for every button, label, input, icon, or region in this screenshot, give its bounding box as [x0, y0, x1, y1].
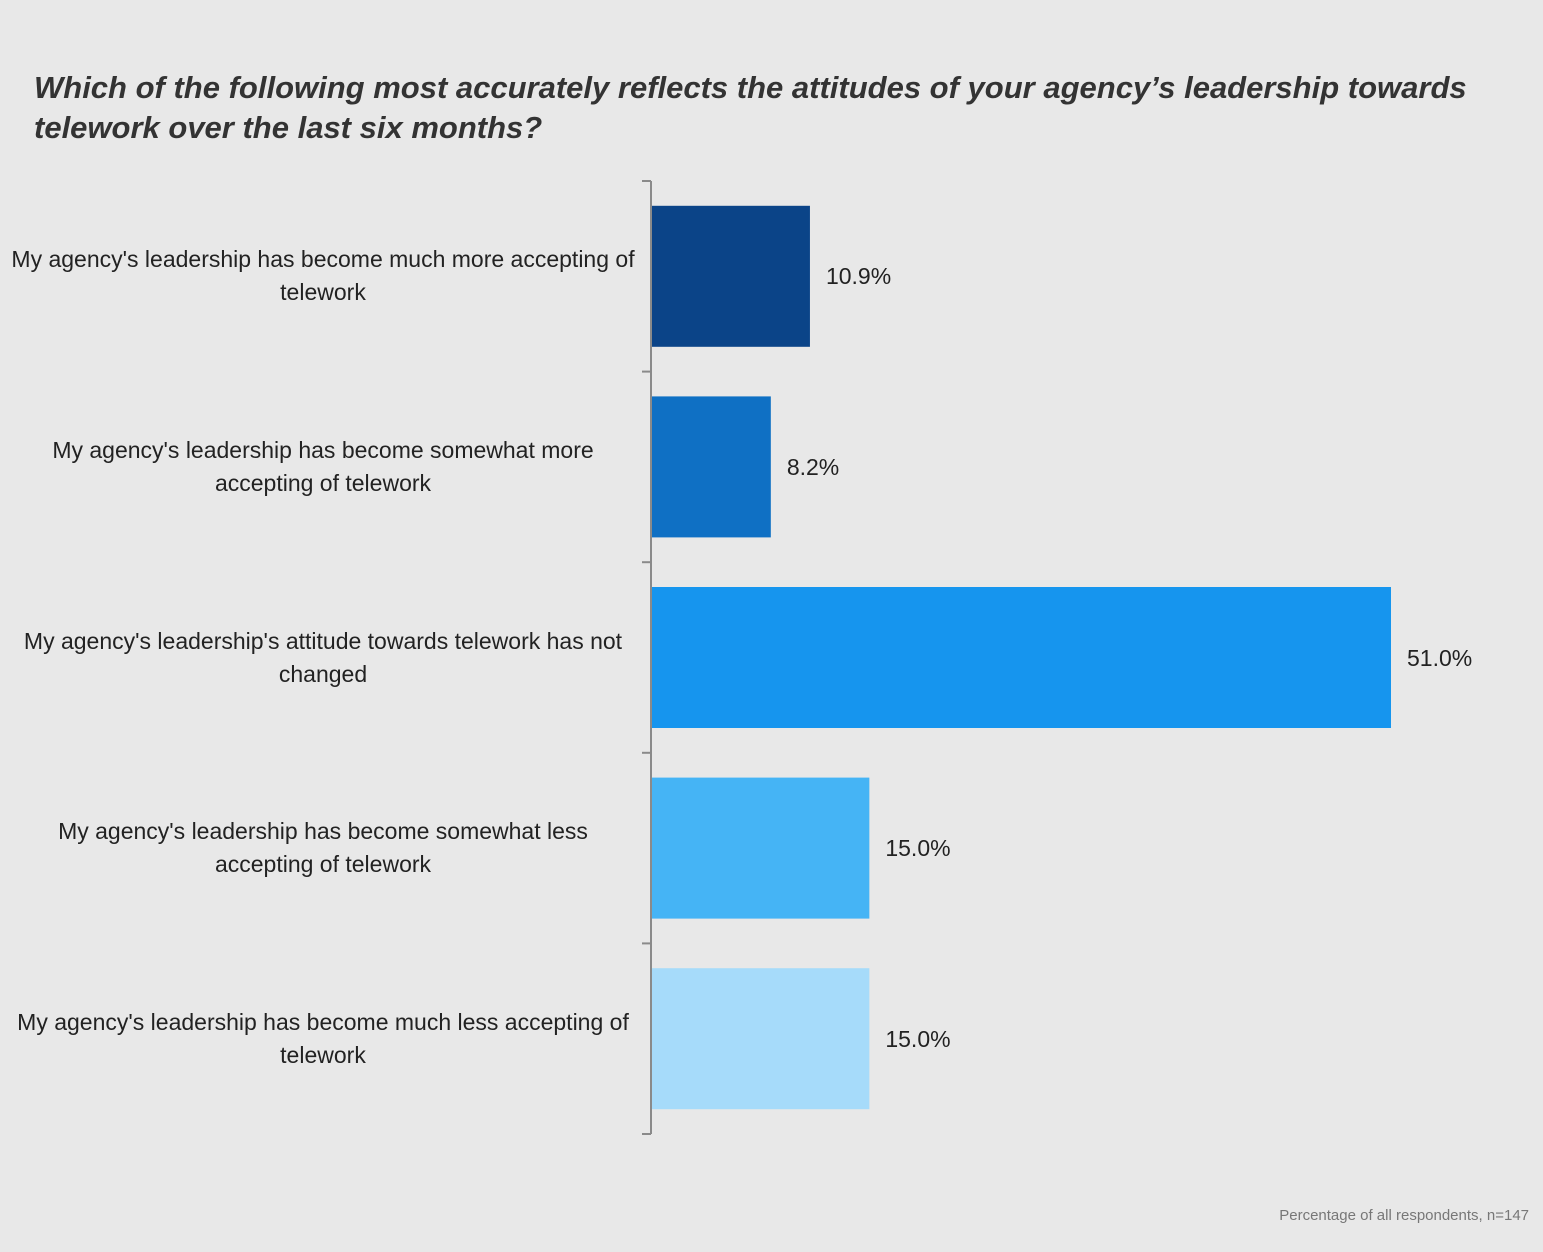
bar-1 [652, 205, 810, 347]
value-label-2: 8.2% [786, 453, 840, 480]
bar-5 [652, 968, 870, 1110]
category-label-2: My agency's leadership has become somewh… [52, 436, 594, 496]
value-label-3: 51.0% [1407, 644, 1473, 671]
bar-4 [652, 777, 870, 919]
category-label-4: My agency's leadership has become somewh… [58, 818, 588, 878]
bar-2 [652, 396, 771, 538]
category-label-3: My agency's leadership's attitude toward… [23, 627, 623, 687]
category-label-1: My agency's leadership has become much m… [11, 246, 635, 306]
value-label-5: 15.0% [885, 1025, 951, 1052]
value-label-4: 15.0% [885, 835, 951, 862]
footnote: Percentage of all respondents, n=147 [1279, 1207, 1529, 1224]
category-label-5: My agency's leadership has become much l… [17, 1008, 629, 1068]
bar-3 [652, 587, 1391, 728]
chart-title: Which of the following most accurately r… [34, 70, 1467, 145]
value-label-1: 10.9% [825, 263, 892, 290]
